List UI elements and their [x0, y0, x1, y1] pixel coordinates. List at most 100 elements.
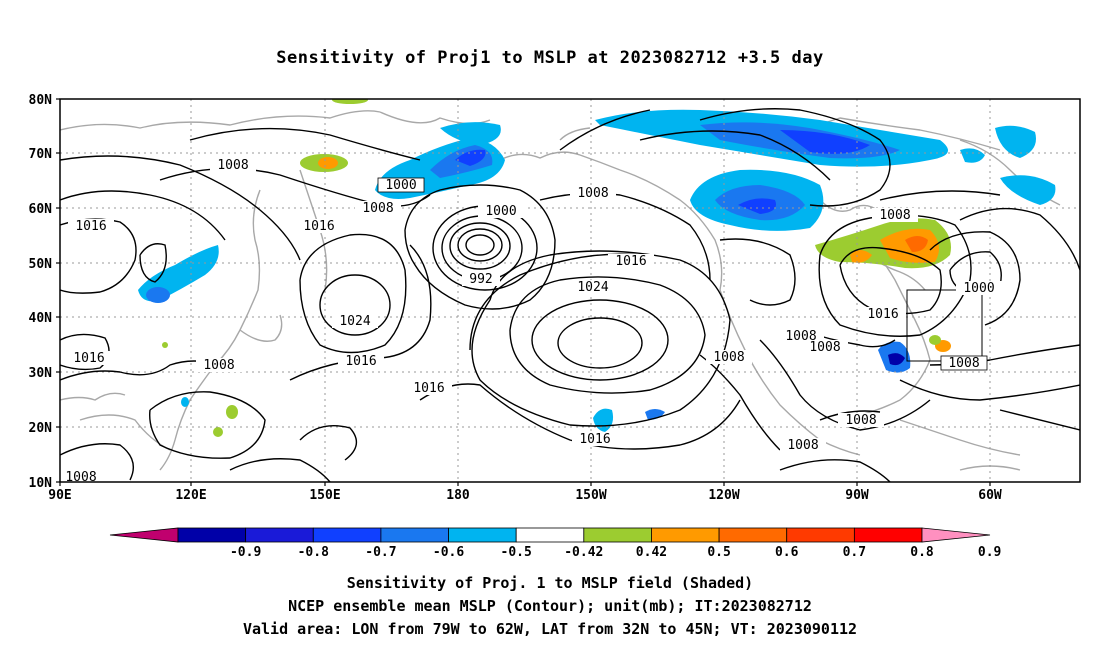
contour-label: 1016	[68, 219, 114, 234]
longitude-labels: 90E 120E 150E 180 150W 120W 90W 60W	[48, 488, 1002, 503]
footer-line-3: Valid area: LON from 79W to 62W, LAT fro…	[242, 620, 858, 638]
contour-label: 1016	[572, 432, 618, 447]
contour-label: 1000	[956, 281, 1002, 296]
contour-label: 1024	[332, 314, 378, 329]
lat-label: 50N	[29, 257, 53, 272]
svg-text:1016: 1016	[75, 219, 106, 234]
contour-label: 1016	[608, 254, 654, 269]
contour-label: 1016	[406, 381, 452, 396]
latitude-labels: 80N 70N 60N 50N 40N 30N 20N 10N	[29, 93, 53, 491]
colorbar-label: 0.8	[910, 545, 934, 560]
contour-label: 1008	[706, 350, 752, 365]
colorbar-swatch	[245, 527, 314, 543]
contour-label: 1008	[780, 438, 826, 453]
lat-label: 60N	[29, 202, 53, 217]
lon-label: 90W	[845, 488, 869, 503]
sensitivity-shading	[138, 99, 1056, 437]
svg-text:1000: 1000	[485, 204, 516, 219]
svg-text:1016: 1016	[345, 354, 376, 369]
contour-label: 1000	[377, 177, 425, 193]
svg-text:1024: 1024	[577, 280, 608, 295]
contour-label: 992	[462, 272, 500, 287]
colorbar-label: 0.7	[843, 545, 866, 560]
colorbar-label: 0.6	[775, 545, 799, 560]
contour-label: 1000	[478, 204, 524, 219]
svg-text:1000: 1000	[963, 281, 994, 296]
colorbar-swatch	[380, 527, 449, 543]
svg-text:1000: 1000	[385, 178, 416, 193]
colorbar-max-triangle	[921, 527, 991, 543]
contour-label: 1008	[570, 186, 616, 201]
contour-label: 1008	[940, 355, 988, 371]
contour-label: 1008	[872, 208, 918, 223]
svg-text:1008: 1008	[845, 413, 876, 428]
contour-label: 1008	[355, 201, 401, 216]
colorbar-label: -0.6	[433, 545, 464, 560]
contour-label: 1016	[338, 354, 384, 369]
svg-text:1016: 1016	[303, 219, 334, 234]
colorbar-swatch	[853, 527, 923, 543]
colorbar-label: -0.8	[298, 545, 329, 560]
svg-text:1008: 1008	[362, 201, 393, 216]
lat-label: 10N	[29, 476, 53, 491]
lat-label: 80N	[29, 93, 53, 108]
lon-label: 120E	[175, 488, 206, 503]
svg-text:1016: 1016	[73, 351, 104, 366]
contour-labels: 1008 1000 1008 1016 1016 1000 992 1008 1…	[60, 158, 1002, 485]
colorbar-swatch	[177, 527, 247, 543]
colorbar-label: -0.42	[564, 545, 603, 560]
svg-text:1024: 1024	[339, 314, 370, 329]
footer-line-2: NCEP ensemble mean MSLP (Contour); unit(…	[288, 597, 812, 615]
lon-label: 150W	[575, 488, 606, 503]
lon-label: 90E	[48, 488, 71, 503]
lon-label: 60W	[978, 488, 1002, 503]
svg-text:1016: 1016	[413, 381, 444, 396]
tick-marks	[56, 98, 991, 486]
svg-text:1008: 1008	[203, 358, 234, 373]
svg-text:1008: 1008	[948, 356, 979, 371]
svg-text:1016: 1016	[579, 432, 610, 447]
contour-label: 1008	[60, 470, 102, 485]
colorbar-swatch	[786, 527, 855, 543]
svg-text:1016: 1016	[867, 307, 898, 322]
contour-label: 1008	[210, 158, 256, 173]
colorbar-label: 0.5	[707, 545, 730, 560]
contour-label: 1008	[196, 358, 242, 373]
lon-label: 150E	[309, 488, 340, 503]
colorbar-label: 0.42	[636, 545, 667, 560]
colorbar-label: -0.7	[365, 545, 396, 560]
colorbar-swatch	[651, 527, 720, 543]
svg-text:1008: 1008	[65, 470, 96, 485]
svg-text:1008: 1008	[809, 340, 840, 355]
footer-line-1: Sensitivity of Proj. 1 to MSLP field (Sh…	[346, 574, 754, 592]
contour-label: 1016	[296, 219, 342, 234]
svg-text:1016: 1016	[615, 254, 646, 269]
lon-label: 180	[446, 488, 470, 503]
contour-label: 1024	[570, 280, 616, 295]
colorbar-label: -0.5	[501, 545, 532, 560]
svg-text:1008: 1008	[577, 186, 608, 201]
svg-text:1008: 1008	[217, 158, 248, 173]
colorbar-swatch	[718, 527, 788, 543]
map-area: 1008 1000 1008 1016 1016 1000 992 1008 1…	[60, 99, 1080, 485]
svg-text:1008: 1008	[713, 350, 744, 365]
colorbar-swatch	[583, 527, 652, 543]
colorbar-swatch	[515, 527, 585, 543]
map-frame	[59, 98, 1081, 483]
lat-label: 30N	[29, 366, 53, 381]
contour-label: 1016	[66, 351, 112, 366]
colorbar-min-triangle	[109, 527, 179, 543]
svg-text:1008: 1008	[879, 208, 910, 223]
colorbar-label: 0.9	[978, 545, 1001, 560]
colorbar-label: -0.9	[230, 545, 261, 560]
colorbar-swatch	[448, 527, 517, 543]
lat-label: 70N	[29, 147, 53, 162]
svg-text:992: 992	[469, 272, 492, 287]
contour-label: 1008	[802, 340, 848, 355]
colorbar-swatch	[312, 527, 382, 543]
contour-label: 1016	[860, 307, 906, 322]
svg-text:1008: 1008	[787, 438, 818, 453]
lon-label: 120W	[708, 488, 739, 503]
lat-label: 20N	[29, 421, 53, 436]
